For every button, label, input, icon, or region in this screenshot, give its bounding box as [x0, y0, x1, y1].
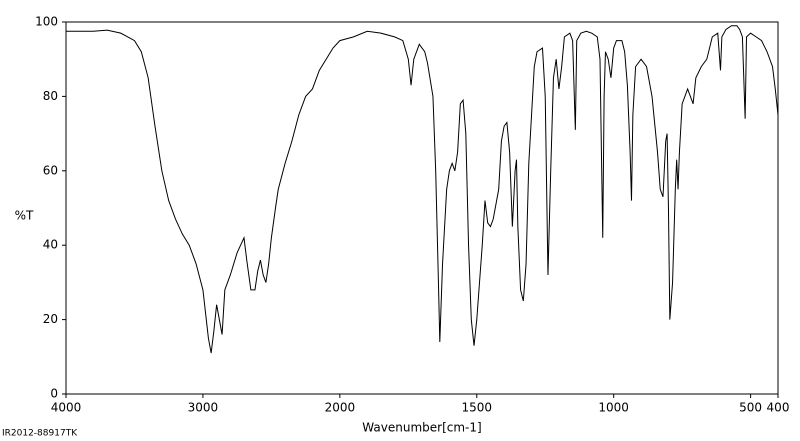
y-tick-label: 0	[50, 387, 58, 401]
y-tick-label: 60	[43, 163, 58, 177]
y-tick-label: 20	[43, 312, 58, 326]
x-tick-label: 4000	[51, 401, 82, 415]
x-axis-label: Wavenumber[cm-1]	[362, 421, 481, 435]
y-tick-label: 80	[43, 89, 58, 103]
x-tick-label: 500	[739, 401, 762, 415]
y-tick-label: 40	[43, 238, 58, 252]
y-axis-label: %T	[15, 209, 34, 223]
x-tick-label: 1500	[461, 401, 492, 415]
spectrum-line	[66, 25, 779, 354]
x-tick-label: 1000	[598, 401, 629, 415]
footer-id: IR2012-88917TK	[2, 429, 78, 439]
x-tick-label: 2000	[325, 401, 356, 415]
x-tick-label: 3000	[188, 401, 219, 415]
x-tick-label: 400	[767, 401, 790, 415]
plot-frame	[65, 21, 779, 395]
y-tick-label: 100	[35, 15, 58, 29]
